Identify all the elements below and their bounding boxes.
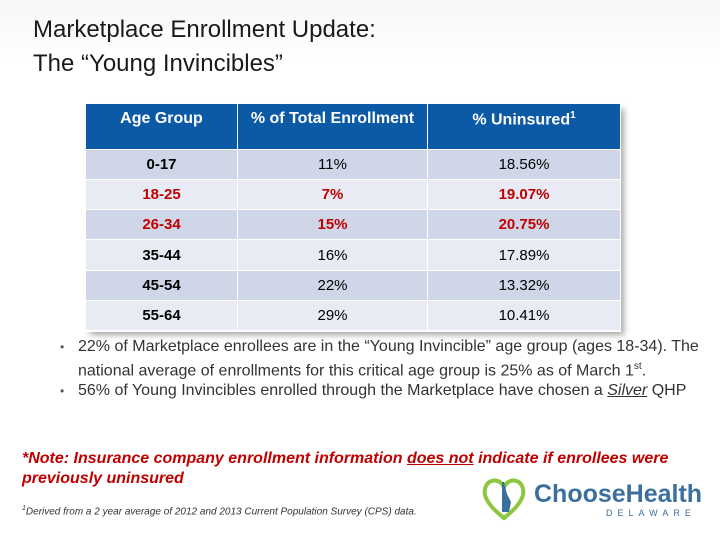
- cell-enrollment: 11%: [237, 148, 428, 181]
- cell-uninsured: 18.56%: [427, 148, 621, 181]
- bullet-dot-icon: •: [60, 340, 65, 354]
- cell-enrollment: 29%: [237, 299, 428, 332]
- cell-age: 26-34: [85, 209, 238, 241]
- cell-age: 55-64: [85, 299, 238, 332]
- delaware-heart-icon: [482, 478, 526, 521]
- header-footnote-marker: 1: [570, 110, 576, 121]
- cell-uninsured: 17.89%: [427, 239, 621, 271]
- table-row: 35-44 16% 17.89%: [85, 239, 621, 271]
- cell-age: 45-54: [85, 269, 238, 301]
- cell-age: 35-44: [85, 239, 238, 271]
- table-row: 55-64 29% 10.41%: [85, 299, 621, 332]
- note-emphasis: does not: [406, 450, 474, 467]
- slide-title-line-2: The “Young Invincibles”: [33, 50, 283, 77]
- header-age-group: Age Group: [85, 103, 238, 150]
- cell-age: 18-25: [85, 179, 238, 211]
- cell-uninsured: 10.41%: [427, 299, 621, 332]
- cell-uninsured: 13.32%: [427, 269, 621, 301]
- bullet-dot-icon: •: [60, 384, 65, 399]
- bullet-silver-qhp: • 56% of Young Invincibles enrolled thro…: [60, 382, 687, 400]
- table-row: 18-25 7% 19.07%: [85, 179, 621, 211]
- bullet-young-invincible-share: • 22% of Marketplace enrollees are in th…: [60, 338, 699, 380]
- slide-title-line-1: Marketplace Enrollment Update:: [33, 16, 376, 43]
- silver-emphasis: Silver: [607, 382, 648, 400]
- table-row: 45-54 22% 13.32%: [85, 269, 621, 301]
- table-row: 26-34 15% 20.75%: [85, 209, 621, 241]
- enrollment-table: Age Group % of Total Enrollment % Uninsu…: [85, 103, 621, 332]
- bullet-list: • 22% of Marketplace enrollees are in th…: [60, 337, 700, 401]
- header-uninsured: % Uninsured1: [427, 103, 621, 150]
- cell-uninsured: 19.07%: [427, 179, 621, 211]
- cell-enrollment: 16%: [237, 239, 428, 271]
- cell-enrollment: 15%: [237, 209, 428, 241]
- footnote: 1Derived from a 2 year average of 2012 a…: [22, 505, 417, 518]
- title-area: Marketplace Enrollment Update: The “Youn…: [0, 0, 720, 88]
- cell-age: 0-17: [85, 148, 238, 181]
- table-header-row: Age Group % of Total Enrollment % Uninsu…: [85, 103, 621, 150]
- logo-subtitle: DELAWARE: [606, 508, 696, 518]
- header-total-enrollment: % of Total Enrollment: [237, 103, 428, 150]
- logo-name: ChooseHealth: [534, 480, 703, 508]
- cell-enrollment: 7%: [237, 179, 428, 211]
- choosehealth-delaware-logo: ChooseHealth DELAWARE: [478, 472, 708, 522]
- table-row: 0-17 11% 18.56%: [85, 148, 621, 181]
- cell-enrollment: 22%: [237, 269, 428, 301]
- note-disclaimer: *Note: Insurance company enrollment info…: [22, 450, 669, 487]
- cell-uninsured: 20.75%: [427, 209, 621, 241]
